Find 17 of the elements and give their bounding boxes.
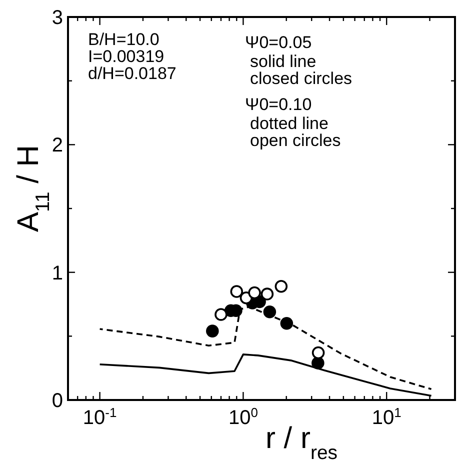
annotation: solid line (250, 52, 316, 71)
x-axis-title: r / r$_{res}$ (265, 422, 338, 464)
annotation: d/H=0.0187 (88, 64, 176, 83)
y-tick-label: 2 (52, 134, 63, 157)
annotation: B/H=10.0 (88, 30, 160, 49)
annotation: open circles (250, 131, 341, 150)
y-tick-label: 1 (52, 262, 63, 284)
x-tick-label: 10$^{1}$ (372, 404, 402, 429)
y-tick-label: 3 (52, 7, 63, 29)
annotation: dotted line (250, 114, 328, 133)
y-tick-label: 0 (52, 390, 63, 412)
x-tick-label: 10$^{0}$ (228, 404, 258, 429)
annotation: I=0.00319 (88, 47, 164, 66)
annotation: Ψ0=0.10 (245, 95, 312, 114)
annotation: closed circles (250, 69, 352, 88)
annotation: Ψ0=0.05 (245, 33, 312, 52)
x-tick-label: 10$^{-1}$ (82, 404, 117, 429)
